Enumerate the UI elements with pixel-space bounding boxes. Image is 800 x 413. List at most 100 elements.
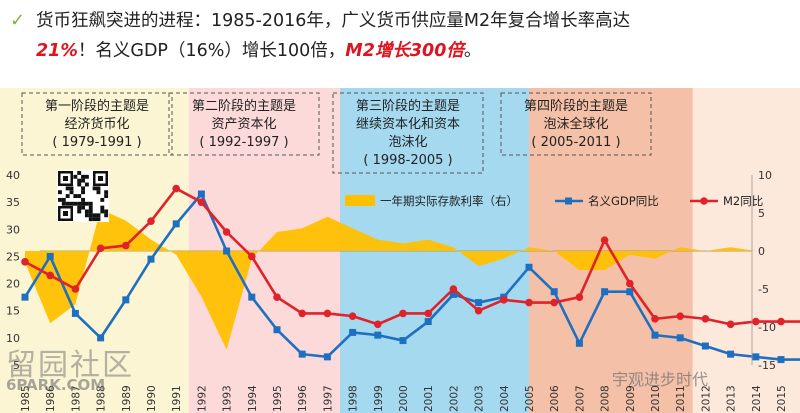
left-tick-25: 25 — [6, 250, 20, 263]
point-m2-1988 — [96, 244, 105, 253]
x-tick-2012: 2012 — [700, 385, 712, 412]
headline-m2-rate: 21% — [36, 41, 78, 61]
x-tick-2008: 2008 — [600, 385, 612, 412]
point-m2-2007 — [575, 293, 584, 301]
point-gdp-1997 — [323, 353, 331, 361]
point-gdp-1994 — [248, 293, 256, 301]
stage-3-text-1: 第三阶段的主题是 — [356, 98, 460, 114]
point-gdp-1995 — [273, 326, 281, 334]
point-m2-1986 — [46, 271, 54, 280]
x-tick-1988: 1988 — [96, 385, 108, 412]
watermark-account: 宇观进步时代 — [612, 370, 709, 389]
point-gdp-2015 — [777, 356, 785, 364]
point-gdp-1999 — [374, 331, 382, 339]
point-gdp-2014 — [752, 353, 760, 361]
point-m2-2012 — [701, 315, 710, 323]
point-gdp-2002 — [449, 290, 457, 298]
point-m2-1995 — [273, 293, 281, 301]
x-tick-1997: 1997 — [322, 385, 334, 412]
point-m2-2005 — [525, 298, 533, 307]
x-tick-1995: 1995 — [272, 385, 284, 412]
point-gdp-1988 — [97, 334, 105, 342]
point-m2-2015 — [777, 317, 785, 326]
point-gdp-2009 — [626, 288, 634, 296]
point-m2-2002 — [449, 285, 458, 293]
point-m2-2009 — [626, 279, 634, 288]
point-m2-1998 — [348, 312, 357, 320]
x-tick-2010: 2010 — [650, 385, 662, 412]
stage-box-1 — [21, 92, 173, 156]
x-tick-2006: 2006 — [549, 385, 561, 412]
point-m2-1997 — [323, 309, 332, 318]
point-gdp-1985 — [21, 293, 29, 301]
legend-deposit-swatch — [345, 195, 375, 206]
legend-deposit-label: 一年期实际存款利率（右） — [380, 194, 518, 208]
x-tick-1991: 1991 — [171, 385, 183, 412]
point-m2-1985 — [21, 258, 29, 266]
series-gdp-line — [23, 192, 800, 361]
legend-m2-label: M2同比 — [723, 194, 763, 208]
stage-2-text-3: ( 1992-1997 ) — [199, 135, 288, 150]
stage-3-text-2: 继续资本化和资本 — [356, 117, 460, 132]
right-tick-10: 10 — [758, 169, 772, 182]
point-m2-2006 — [550, 298, 558, 307]
point-gdp-1990 — [147, 255, 155, 263]
point-m2-1990 — [147, 217, 155, 225]
right-tick--15: -15 — [758, 359, 776, 372]
point-m2-1996 — [298, 309, 307, 318]
legend-gdp-marker — [565, 197, 572, 205]
x-tick-2004: 2004 — [499, 385, 511, 412]
stage-2-text-2: 资产资本化 — [211, 117, 276, 132]
series-deposit-rate-area — [25, 209, 800, 350]
point-gdp-1989 — [122, 296, 130, 304]
stage-1-text-2: 经济货币化 — [64, 116, 129, 132]
x-tick-2013: 2013 — [726, 385, 738, 412]
x-tick-2001: 2001 — [423, 385, 435, 412]
x-tick-1989: 1989 — [121, 385, 133, 412]
x-tick-1992: 1992 — [196, 385, 208, 412]
point-gdp-2003 — [475, 299, 483, 307]
x-tick-2002: 2002 — [448, 385, 460, 412]
right-tick-0: 0 — [758, 245, 765, 258]
point-gdp-1986 — [46, 252, 54, 260]
point-gdp-1998 — [349, 328, 357, 336]
point-gdp-1992 — [197, 190, 205, 198]
x-tick-2015: 2015 — [776, 385, 788, 412]
headline-end: 。 — [463, 41, 482, 61]
x-tick-2014: 2014 — [751, 385, 763, 412]
qr-code — [57, 170, 109, 222]
watermark-site: 留园社区 — [6, 348, 134, 383]
point-m2-2010 — [651, 315, 659, 323]
left-tick-5: 5 — [13, 359, 20, 372]
point-gdp-1996 — [298, 350, 306, 358]
x-tick-1999: 1999 — [373, 385, 385, 412]
left-tick-10: 10 — [6, 332, 20, 345]
stage-4-text-1: 第四阶段的主题是 — [524, 98, 628, 114]
headline-m2-multiple: M2增长300倍 — [345, 41, 464, 61]
x-tick-2003: 2003 — [474, 385, 486, 412]
checkmark-icon: ✓ — [10, 10, 26, 31]
x-tick-1985: 1985 — [20, 385, 32, 412]
point-m2-2014 — [752, 317, 760, 326]
point-gdp-2005 — [525, 263, 533, 271]
point-m2-1994 — [248, 252, 256, 261]
point-m2-1999 — [374, 320, 382, 329]
point-gdp-2007 — [575, 339, 583, 347]
x-tick-2007: 2007 — [574, 385, 586, 412]
left-tick-20: 20 — [6, 278, 20, 291]
stage-box-4 — [500, 92, 652, 156]
stage-3-text-4: ( 1998-2005 ) — [363, 153, 452, 168]
point-m2-2001 — [424, 309, 433, 318]
left-tick-15: 15 — [6, 305, 20, 318]
point-gdp-2013 — [727, 350, 735, 358]
x-tick-1996: 1996 — [297, 385, 309, 412]
headline-mid: ！名义GDP（16%）增长100倍， — [77, 41, 346, 61]
point-m2-2000 — [399, 309, 407, 318]
point-gdp-2012 — [701, 342, 709, 350]
right-tick--10: -10 — [758, 321, 776, 334]
left-tick-40: 40 — [6, 169, 20, 182]
point-gdp-2010 — [651, 331, 659, 339]
stage-3-text-3: 泡沫化 — [388, 135, 427, 150]
point-m2-2003 — [474, 306, 483, 315]
